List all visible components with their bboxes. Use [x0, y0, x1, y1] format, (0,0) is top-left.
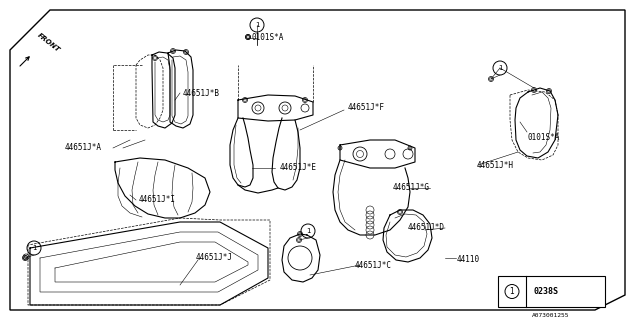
Text: FRONT: FRONT — [36, 32, 61, 53]
Text: 1: 1 — [306, 228, 310, 234]
Text: 44651J*A: 44651J*A — [65, 143, 102, 153]
Text: 1: 1 — [498, 65, 502, 71]
Text: 44651J*B: 44651J*B — [183, 89, 220, 98]
Text: 44651J*I: 44651J*I — [139, 196, 176, 204]
Text: 0238S: 0238S — [533, 287, 558, 296]
Text: 0101S*A: 0101S*A — [528, 133, 561, 142]
Text: 44651J*J: 44651J*J — [196, 253, 233, 262]
Text: 1: 1 — [509, 287, 515, 296]
Text: 44651J*F: 44651J*F — [348, 103, 385, 113]
Text: 44651J*H: 44651J*H — [477, 161, 514, 170]
Text: A073001255: A073001255 — [532, 313, 570, 318]
FancyBboxPatch shape — [498, 276, 605, 307]
Text: 44651J*E: 44651J*E — [280, 164, 317, 172]
Text: 44651J*D: 44651J*D — [408, 223, 445, 233]
Text: 1: 1 — [255, 22, 259, 28]
Text: 0101S*A: 0101S*A — [252, 34, 284, 43]
Text: 44651J*C: 44651J*C — [355, 260, 392, 269]
Text: 1: 1 — [32, 245, 36, 251]
Text: 44110: 44110 — [457, 255, 480, 265]
Text: 44651J*G: 44651J*G — [393, 183, 430, 193]
